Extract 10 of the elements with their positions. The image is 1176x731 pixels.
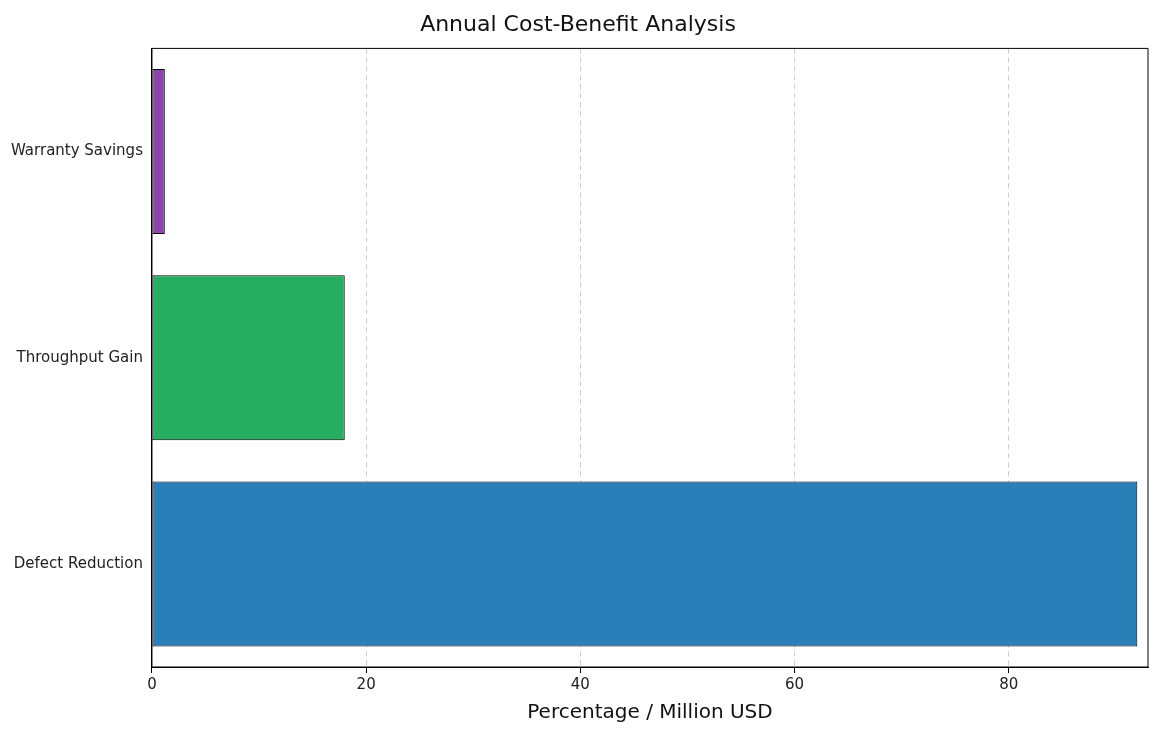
chart-title: Annual Cost-Benefit Analysis: [420, 10, 736, 36]
y-tick-label: Defect Reduction: [13, 553, 143, 572]
y-tick-label: Throughput Gain: [15, 347, 143, 366]
x-tick-label: 80: [999, 674, 1019, 693]
x-tick-label: 0: [147, 674, 157, 693]
y-tick-label: Warranty Savings: [10, 141, 144, 160]
x-tick-label: 60: [785, 674, 805, 693]
x-tick-label: 20: [356, 674, 376, 693]
x-tick-label: 40: [570, 674, 590, 693]
x-axis-title: Percentage / Million USD: [527, 699, 773, 724]
